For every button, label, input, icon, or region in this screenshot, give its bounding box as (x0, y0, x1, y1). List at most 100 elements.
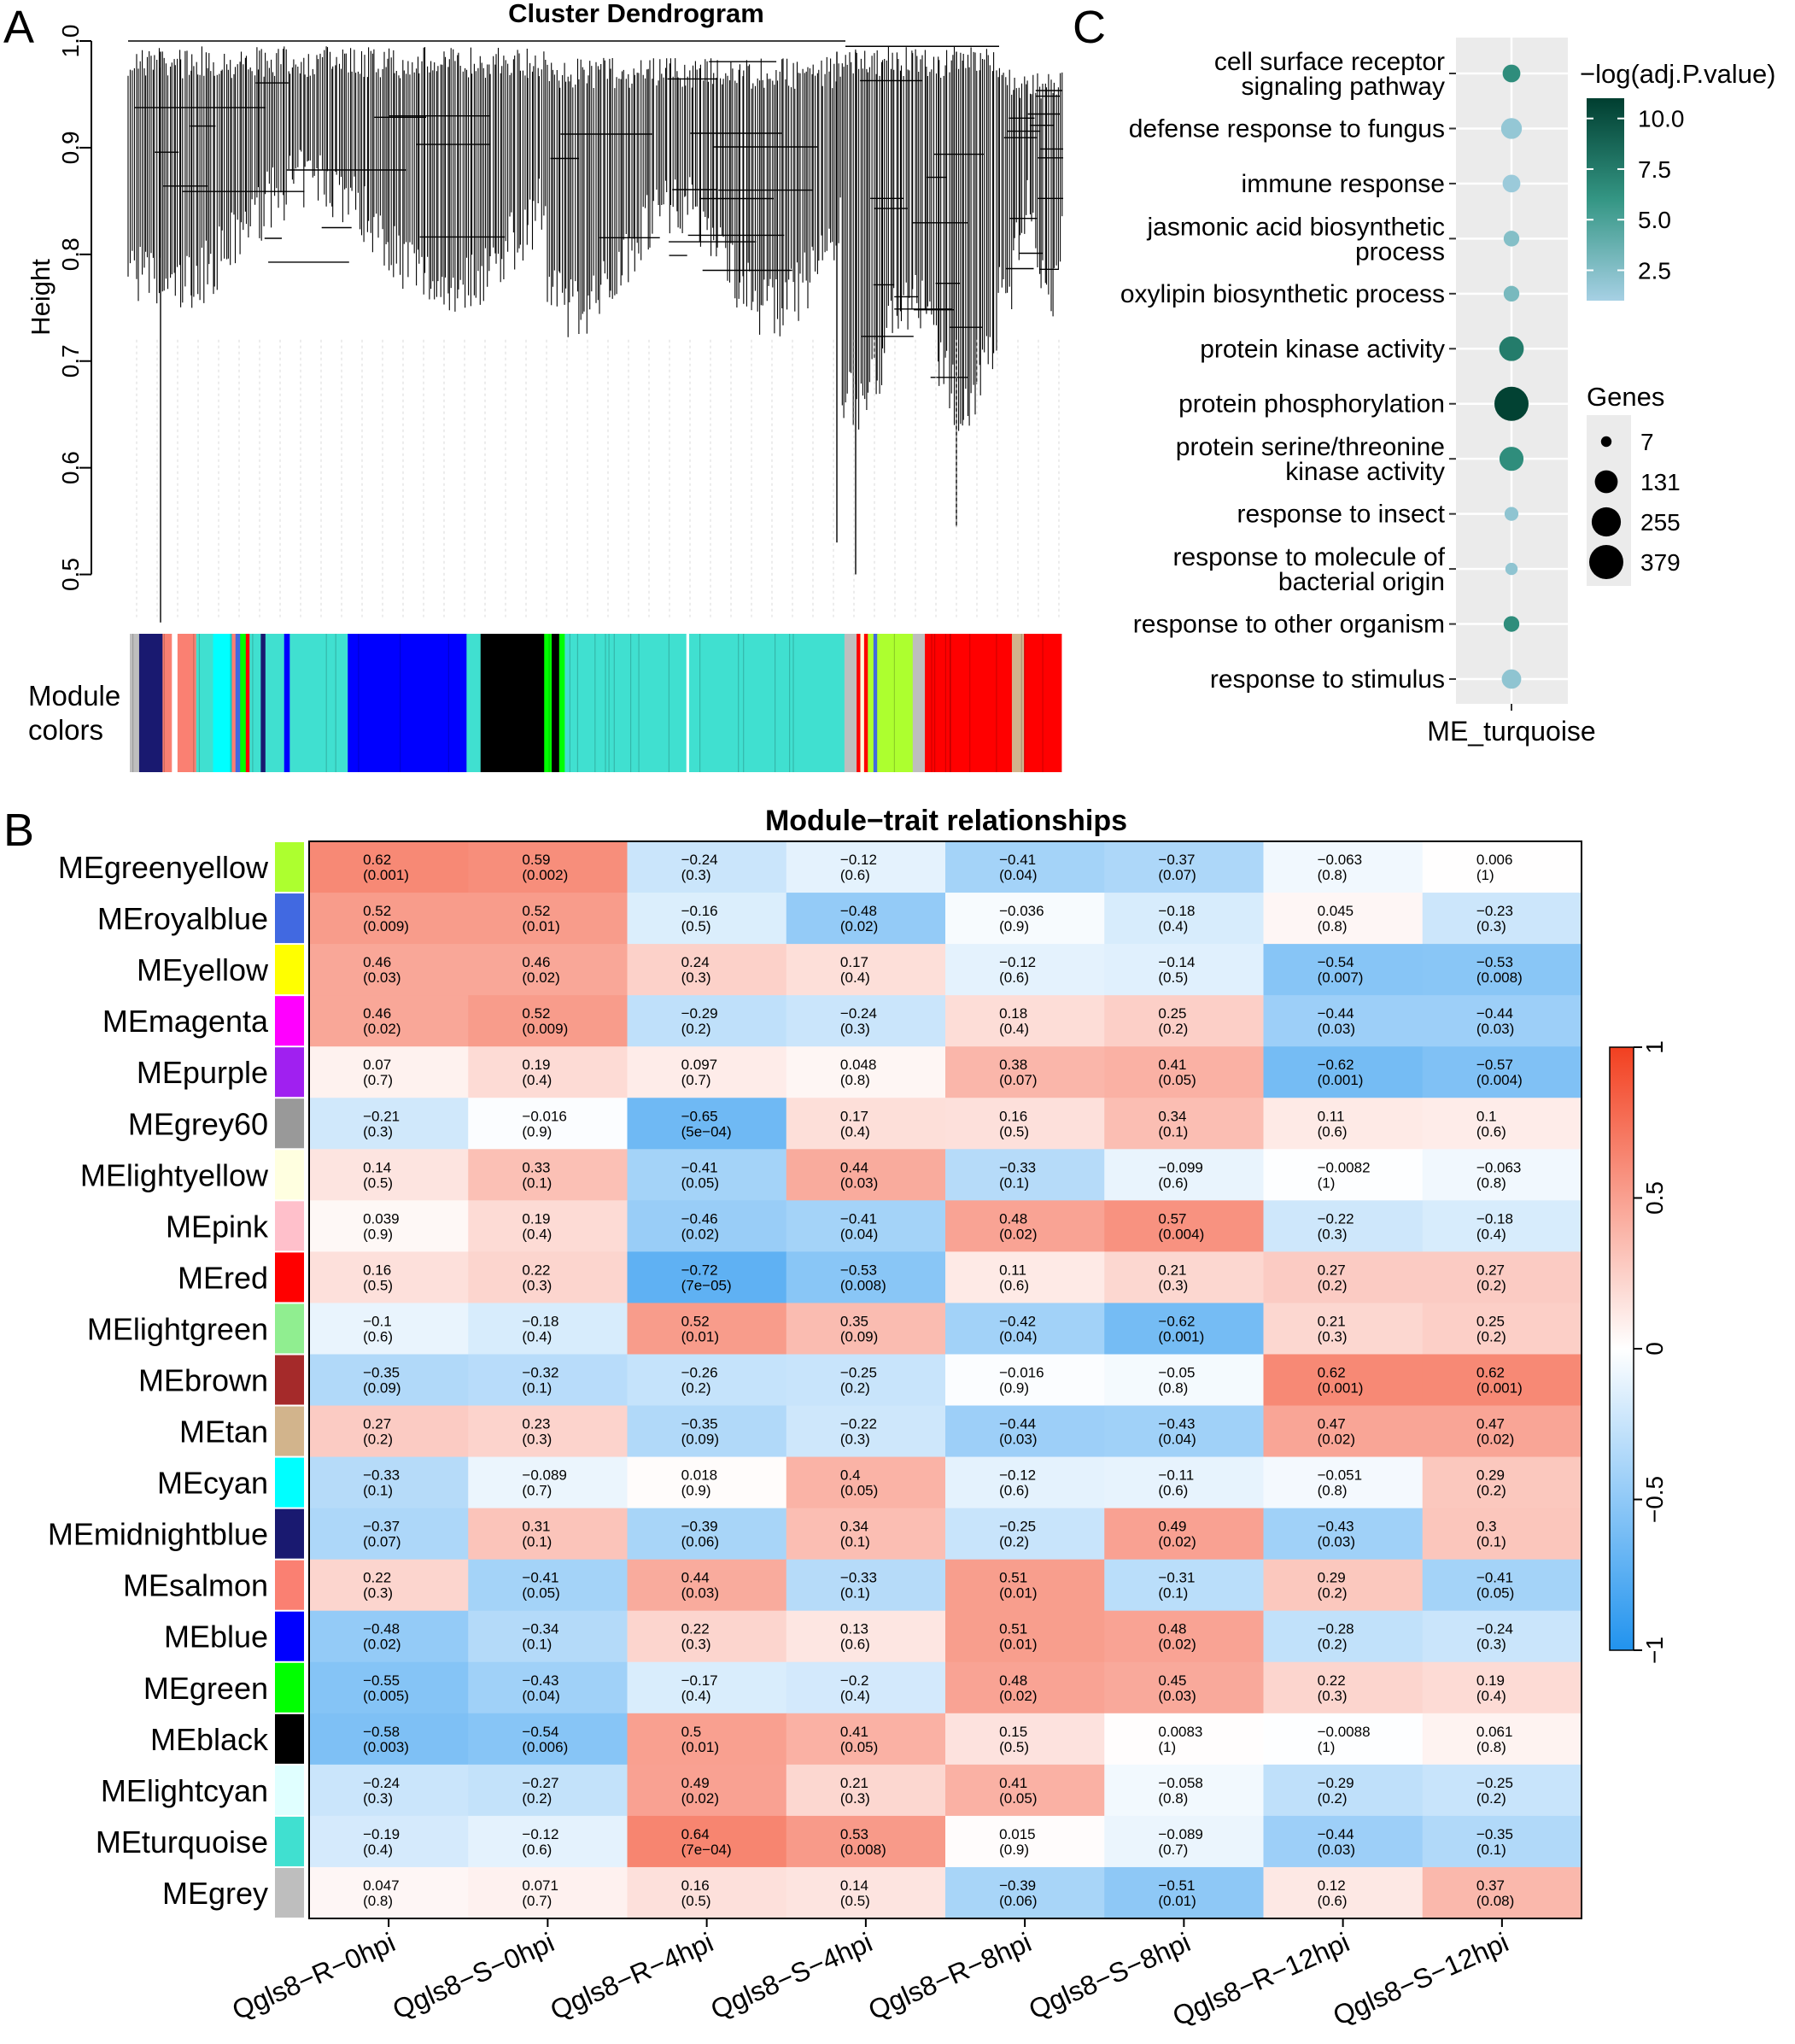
heatmap-cell-pvalue: (0.005) (363, 1688, 409, 1704)
heatmap-cell (1104, 1610, 1264, 1663)
heatmap-cell-pvalue: (0.1) (1158, 1123, 1188, 1139)
heatmap-cell-pvalue: (0.02) (1158, 1637, 1196, 1653)
heatmap-cell-value: −0.44 (1318, 1005, 1354, 1022)
dendrogram-tree (127, 40, 1063, 623)
size-legend-label: 379 (1640, 549, 1681, 576)
heatmap-row-label: MEtan (179, 1414, 268, 1450)
heatmap-cell (945, 1456, 1105, 1509)
heatmap-cell-pvalue: (0.008) (840, 1842, 886, 1858)
dendrogram-y-tick-label: 0.7 (57, 344, 84, 378)
heatmap-cell-pvalue: (0.5) (999, 1123, 1029, 1139)
heatmap-cell-pvalue: (0.2) (1318, 1585, 1348, 1602)
heatmap-cell-pvalue: (0.05) (1476, 1585, 1514, 1602)
heatmap-cell (468, 1251, 628, 1303)
module-color-segment (558, 634, 565, 772)
heatmap-cell-pvalue: (0.04) (840, 1226, 878, 1242)
heatmap-cell (786, 1456, 946, 1509)
heatmap-cell-value: −0.35 (1476, 1826, 1513, 1842)
heatmap-cell (786, 1815, 946, 1868)
heatmap-column-label: Qgls8−R−12hpi (1168, 1927, 1354, 2032)
heatmap-cell-pvalue: (0.6) (999, 1277, 1029, 1293)
color-legend: 10.0 7.5 5.0 2.5 (1587, 98, 1685, 301)
heatmap-cell-value: 0.3 (1476, 1519, 1497, 1535)
heatmap-cell-pvalue: (0.7) (681, 1072, 711, 1088)
heatmap-cell (1263, 1303, 1424, 1355)
heatmap-cell-pvalue: (0.02) (363, 1637, 401, 1653)
heatmap-cell-value: 0.35 (840, 1314, 868, 1330)
heatmap-cell (627, 1200, 787, 1252)
heatmap-cell (1422, 1508, 1582, 1561)
size-legend-dot (1591, 507, 1622, 537)
heatmap-cell (1422, 1149, 1582, 1201)
heatmap-cell-pvalue: (0.007) (1318, 969, 1364, 986)
enrichment-point (1502, 64, 1521, 83)
heatmap-cell-pvalue: (0.006) (522, 1739, 568, 1755)
heatmap-cell (1422, 1866, 1582, 1919)
heatmap-cell (945, 995, 1105, 1047)
heatmap-cell-pvalue: (1) (1158, 1739, 1176, 1755)
heatmap-cell-pvalue: (0.1) (522, 1534, 552, 1550)
heatmap-cell-value: −0.24 (681, 852, 718, 868)
heatmap-cell (945, 1405, 1105, 1458)
heatmap-cell (1104, 893, 1264, 945)
heatmap-cell-pvalue: (0.09) (840, 1329, 878, 1345)
heatmap-cell (1263, 1456, 1424, 1509)
heatmap-cell (309, 1610, 469, 1663)
heatmap-cell (1263, 1764, 1424, 1817)
heatmap-cell (1422, 1713, 1582, 1766)
heatmap-cell-value: 0.25 (1158, 1005, 1186, 1022)
enrichment-term-line: response to other organism (1133, 611, 1445, 639)
heatmap-cell-value: 0.29 (1476, 1467, 1505, 1484)
module-swatch (275, 1713, 304, 1764)
heatmap-cell (786, 1098, 946, 1150)
heatmap-cell-value: 0.64 (681, 1826, 710, 1842)
heatmap-cell-pvalue: (0.2) (999, 1534, 1029, 1550)
heatmap-cell-pvalue: (0.09) (363, 1380, 401, 1397)
module-swatch (275, 1303, 304, 1354)
heatmap-cell (627, 1661, 787, 1714)
heatmap-cell-pvalue: (0.2) (1476, 1790, 1506, 1807)
heatmap-cell-pvalue: (0.4) (840, 1123, 870, 1139)
module-color-segment (873, 634, 878, 772)
heatmap-cell-pvalue: (0.6) (999, 969, 1029, 986)
module-color-segment (689, 634, 845, 772)
module-swatch (275, 893, 304, 944)
heatmap-cell (1104, 1405, 1264, 1458)
heatmap-cell (309, 1354, 469, 1407)
heatmap-cell-pvalue: (1) (1476, 867, 1494, 883)
heatmap-row-label: MEturquoise (96, 1824, 268, 1860)
heatmap-cell-value: −0.2 (840, 1672, 869, 1689)
heatmap-cell-value: −0.44 (999, 1416, 1036, 1432)
module-swatch (275, 1201, 304, 1251)
heatmap-cell-value: 0.21 (840, 1775, 868, 1791)
heatmap-frame (308, 840, 1582, 1919)
dendrogram-y-tick-label: 0.5 (57, 558, 84, 591)
heatmap-cell-value: −0.23 (1476, 903, 1513, 919)
module-color-stripe (743, 634, 745, 772)
heatmap-cell (468, 1764, 628, 1817)
heatmap-cell-value: −0.42 (999, 1314, 1036, 1330)
module-color-segment (240, 634, 247, 772)
heatmap-cell (1422, 893, 1582, 945)
module-color-segment (480, 634, 545, 772)
module-color-stripe (931, 634, 933, 772)
heatmap-row-label: MEroyalblue (97, 901, 268, 936)
heatmap-cell-pvalue: (0.06) (681, 1534, 719, 1550)
heatmap-cell (468, 1866, 628, 1919)
module-color-segment (552, 634, 560, 772)
heatmap-cell-pvalue: (0.01) (522, 918, 559, 934)
heatmap-cell (1104, 1559, 1264, 1612)
heatmap-cell-pvalue: (0.5) (681, 918, 711, 934)
heatmap-cell-value: −0.22 (1318, 1210, 1354, 1227)
heatmap-cell-pvalue: (0.6) (840, 1637, 870, 1653)
heatmap-cell-pvalue: (0.002) (522, 867, 568, 883)
heatmap-cell-pvalue: (0.01) (999, 1637, 1037, 1653)
heatmap-cell-pvalue: (0.3) (1476, 918, 1506, 934)
enrichment-term-label: protein serine/threonine kinase activity (1176, 433, 1445, 486)
enrichment-term-line: protein kinase activity (1200, 335, 1445, 363)
heatmap-column-label: Qgls8−S−4hpi (706, 1927, 877, 2025)
heatmap-cell-pvalue: (0.6) (522, 1842, 552, 1858)
module-color-stripe (132, 634, 134, 772)
heatmap-cell (468, 944, 628, 996)
heatmap-cell (945, 1661, 1105, 1714)
